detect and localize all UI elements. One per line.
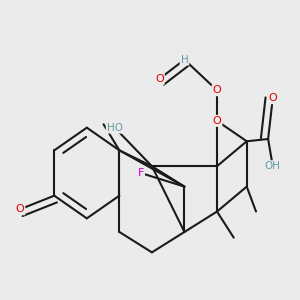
Text: O: O: [268, 93, 277, 103]
Text: O: O: [155, 74, 164, 84]
Text: HO: HO: [107, 123, 123, 133]
Text: F: F: [138, 168, 144, 178]
Text: OH: OH: [265, 161, 281, 171]
Text: O: O: [213, 116, 221, 126]
Text: O: O: [16, 204, 24, 214]
Text: H: H: [181, 55, 188, 65]
Text: O: O: [213, 85, 221, 95]
